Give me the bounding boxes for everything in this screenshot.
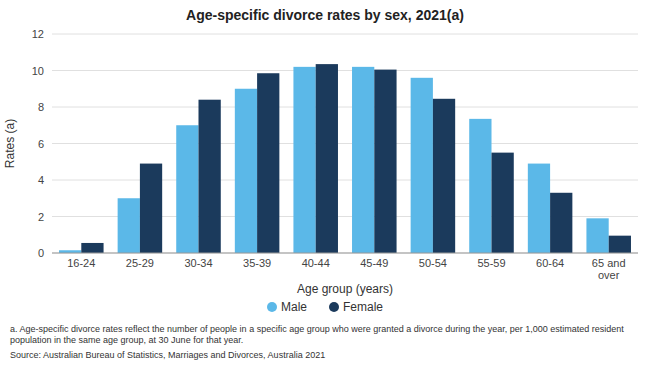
x-tick-label: 35-39: [243, 257, 271, 269]
x-axis-line: [52, 253, 638, 254]
annotation-line: population in the same age group, at 30 …: [10, 335, 243, 345]
annotation: Source: Australian Bureau of Statistics,…: [10, 350, 325, 360]
x-axis-label: Age group (years): [297, 282, 393, 296]
bar: [433, 99, 455, 253]
y-axis-label: Rates (a): [3, 119, 17, 168]
bar: [140, 164, 162, 253]
bar: [118, 198, 140, 253]
bar: [609, 236, 631, 253]
grid-line: [52, 143, 638, 144]
x-tick-label: 40-44: [302, 257, 330, 269]
y-tick-label: 10: [32, 65, 44, 77]
x-tick-label: 50-54: [419, 257, 447, 269]
x-tick-label-line: 45-49: [360, 257, 388, 269]
y-tick-label: 2: [38, 211, 44, 223]
legend-marker: [329, 302, 339, 312]
y-tick-label: 8: [38, 101, 44, 113]
bar: [411, 78, 433, 253]
x-tick-label: 55-59: [477, 257, 505, 269]
bar: [586, 218, 608, 253]
bar: [550, 193, 572, 253]
x-tick-label-line: 55-59: [477, 257, 505, 269]
x-tick-label-line: 65 and: [592, 257, 626, 269]
x-tick-label-line: 60-64: [536, 257, 564, 269]
x-tick-label: 30-34: [184, 257, 212, 269]
chart: Age-specific divorce rates by sex, 2021(…: [0, 0, 650, 366]
x-tick-label-line: over: [598, 269, 620, 281]
y-tick-label: 12: [32, 28, 44, 40]
x-tick-label-line: 35-39: [243, 257, 271, 269]
bar: [199, 100, 221, 253]
title: Age-specific divorce rates by sex, 2021(…: [186, 7, 464, 23]
x-tick-label: 45-49: [360, 257, 388, 269]
annotation-line: a. Age-specific divorce rates reflect th…: [10, 324, 624, 334]
x-tick-label-line: 16-24: [67, 257, 95, 269]
x-tick-label-line: 40-44: [302, 257, 330, 269]
bar: [374, 70, 396, 253]
x-tick-label: 65 andover: [592, 257, 626, 281]
grid-line: [52, 34, 638, 35]
x-tick-label: 25-29: [126, 257, 154, 269]
annotation-line: Source: Australian Bureau of Statistics,…: [10, 350, 325, 360]
x-tick-label: 60-64: [536, 257, 564, 269]
bar: [293, 67, 315, 253]
legend-label: Male: [281, 300, 307, 314]
grid-line: [52, 107, 638, 108]
x-tick-label-line: 25-29: [126, 257, 154, 269]
annotation: a. Age-specific divorce rates reflect th…: [10, 324, 624, 345]
bars: [59, 64, 631, 253]
bar: [176, 125, 198, 253]
bar: [316, 64, 338, 253]
bar: [352, 67, 374, 253]
bar: [235, 89, 257, 253]
bar: [492, 153, 514, 253]
legend: Male Female: [267, 300, 383, 314]
legend-marker: [267, 302, 277, 312]
bar: [257, 73, 279, 253]
grid-line: [52, 70, 638, 71]
x-tick-label-line: 30-34: [184, 257, 212, 269]
bar: [469, 119, 491, 253]
y-tick-label: 6: [38, 138, 44, 150]
x-tick-label: 16-24: [67, 257, 95, 269]
y-tick-label: 4: [38, 174, 44, 186]
bar: [528, 164, 550, 253]
bar: [81, 243, 103, 253]
y-tick-label: 0: [38, 247, 44, 259]
legend-label: Female: [343, 300, 383, 314]
x-tick-label-line: 50-54: [419, 257, 447, 269]
grid-line: [52, 253, 638, 254]
